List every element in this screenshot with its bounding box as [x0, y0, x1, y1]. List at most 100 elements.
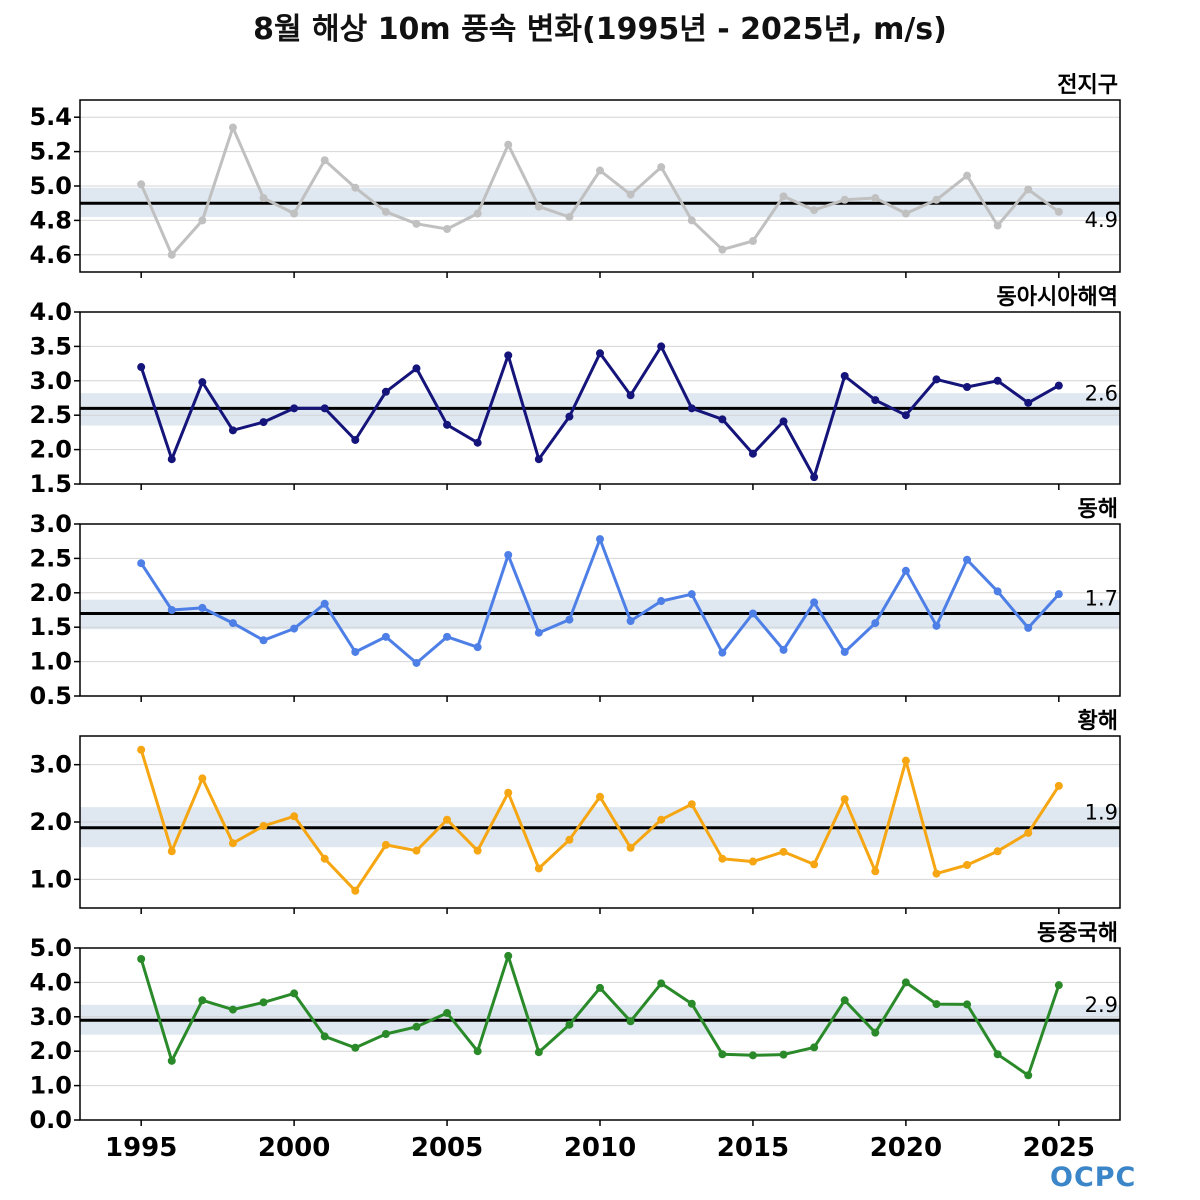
panel-label: 황해	[1078, 709, 1118, 734]
y-tick-label: 2.0	[29, 1037, 72, 1065]
data-point	[748, 609, 757, 618]
data-point	[320, 854, 329, 863]
data-point	[871, 867, 880, 876]
data-point	[718, 854, 727, 863]
data-point	[1024, 398, 1033, 407]
data-point	[228, 1005, 237, 1014]
data-point	[259, 194, 268, 203]
data-point	[228, 619, 237, 628]
data-point	[290, 989, 299, 998]
data-point	[290, 209, 299, 218]
data-point	[443, 1009, 452, 1018]
data-point	[1024, 828, 1033, 837]
data-point	[596, 166, 604, 175]
data-point	[381, 207, 390, 216]
data-point	[504, 951, 513, 960]
data-point	[290, 812, 299, 821]
data-point	[932, 375, 941, 384]
data-point	[871, 194, 880, 203]
data-point	[198, 603, 207, 612]
data-point	[840, 371, 849, 380]
y-tick-label: 2.5	[29, 401, 72, 429]
panel-label: 동아시아해역	[997, 285, 1118, 310]
mean-value-label: 2.6	[1085, 381, 1118, 405]
data-point	[748, 857, 757, 866]
data-point	[351, 647, 360, 656]
y-tick-label: 1.0	[29, 1072, 72, 1100]
x-tick-label: 2005	[411, 1133, 483, 1163]
data-point	[963, 1000, 972, 1009]
data-point	[351, 183, 360, 192]
data-point	[871, 396, 880, 405]
data-point	[993, 376, 1002, 385]
data-point	[534, 628, 543, 637]
data-point	[320, 1032, 329, 1041]
data-point	[259, 998, 268, 1007]
data-point	[412, 364, 421, 373]
y-tick-label: 4.8	[29, 206, 72, 234]
data-point	[1054, 781, 1063, 790]
data-point	[901, 209, 910, 218]
data-point	[504, 140, 513, 149]
data-point	[657, 979, 666, 988]
y-tick-label: 3.0	[29, 1003, 72, 1031]
data-point	[871, 619, 880, 628]
data-point	[565, 835, 574, 844]
data-point	[963, 555, 972, 564]
y-tick-label: 1.5	[29, 613, 72, 641]
data-point	[381, 632, 390, 641]
data-point	[963, 382, 972, 391]
y-tick-label: 3.5	[29, 332, 72, 360]
data-point	[565, 412, 574, 421]
y-tick-label: 5.4	[29, 103, 72, 131]
data-point	[993, 587, 1002, 596]
chart-title: 8월 해상 10m 풍속 변화(1995년 - 2025년, m/s)	[253, 12, 947, 47]
data-point	[320, 599, 329, 608]
data-point	[565, 212, 574, 221]
data-point	[167, 606, 176, 614]
data-point	[810, 473, 819, 482]
data-point	[932, 869, 941, 878]
x-tick-label: 2025	[1023, 1133, 1095, 1163]
data-point	[534, 864, 543, 873]
data-point	[901, 566, 910, 575]
y-tick-label: 1.0	[29, 865, 72, 893]
data-point	[626, 190, 635, 199]
data-point	[228, 839, 237, 848]
data-point	[718, 648, 727, 657]
data-point	[932, 621, 941, 630]
y-tick-label: 1.5	[29, 470, 72, 498]
data-point	[963, 171, 972, 180]
y-tick-label: 4.6	[29, 241, 72, 269]
data-point	[351, 435, 360, 444]
data-point	[993, 1050, 1002, 1059]
data-point	[657, 815, 666, 824]
data-point	[198, 996, 207, 1005]
data-point	[290, 404, 299, 413]
data-point	[840, 996, 849, 1005]
data-point	[657, 163, 666, 172]
data-point	[626, 617, 635, 626]
mean-value-label: 2.9	[1085, 993, 1118, 1017]
data-point	[748, 1051, 757, 1060]
data-point	[565, 615, 574, 624]
y-tick-label: 2.0	[29, 579, 72, 607]
panel-east-asia: 1.5 2.0 2.5 3.0 3.5 4.0 동아시아해역 2.6	[29, 285, 1121, 498]
panel-yellow-sea: 1.0 2.0 3.0 황해 1.9	[29, 709, 1121, 914]
data-point	[1024, 1071, 1033, 1080]
data-point	[963, 861, 972, 869]
data-point	[259, 636, 268, 645]
data-point	[137, 955, 146, 964]
data-point	[687, 800, 696, 809]
data-point	[137, 559, 146, 568]
data-point	[718, 415, 727, 424]
data-point	[534, 202, 543, 211]
data-point	[320, 404, 329, 413]
data-point	[932, 195, 941, 204]
data-point	[748, 237, 757, 246]
data-point	[810, 598, 819, 607]
data-point	[810, 860, 819, 869]
data-point	[1024, 185, 1033, 194]
data-point	[381, 840, 390, 849]
